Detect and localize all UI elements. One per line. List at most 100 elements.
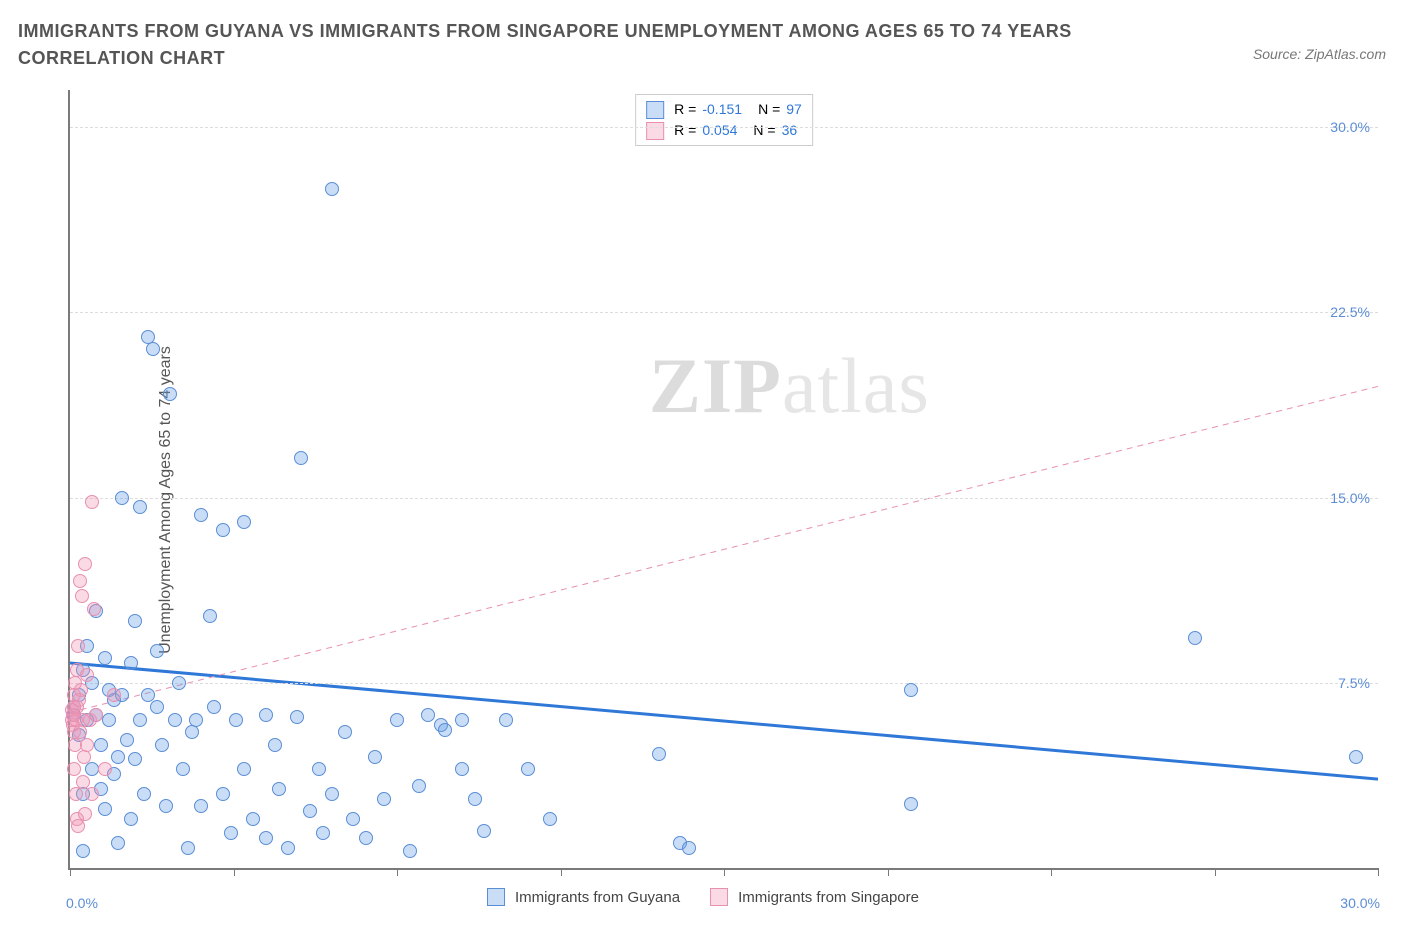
data-point-guyana (346, 812, 360, 826)
data-point-guyana (237, 762, 251, 776)
legend-stats-box: R = -0.151 N = 97 R = 0.054 N = 36 (635, 94, 813, 146)
data-point-guyana (133, 500, 147, 514)
data-point-singapore (85, 787, 99, 801)
r-value-singapore: 0.054 (702, 120, 737, 141)
data-point-singapore (87, 602, 101, 616)
data-point-guyana (189, 713, 203, 727)
data-point-guyana (207, 700, 221, 714)
title-row: IMMIGRANTS FROM GUYANA VS IMMIGRANTS FRO… (18, 18, 1388, 72)
data-point-guyana (368, 750, 382, 764)
data-point-guyana (1188, 631, 1202, 645)
legend-item-singapore: Immigrants from Singapore (710, 888, 919, 906)
watermark-atlas: atlas (782, 342, 930, 429)
x-tick (234, 868, 235, 876)
data-point-guyana (259, 708, 273, 722)
legend-item-guyana: Immigrants from Guyana (487, 888, 680, 906)
data-point-singapore (71, 819, 85, 833)
data-point-guyana (76, 844, 90, 858)
data-point-guyana (455, 713, 469, 727)
n-label: N = (758, 99, 780, 120)
chart-wrap: Unemployment Among Ages 65 to 74 years Z… (18, 90, 1388, 910)
data-point-guyana (259, 831, 273, 845)
data-point-guyana (124, 812, 138, 826)
data-point-guyana (150, 644, 164, 658)
legend-label-singapore: Immigrants from Singapore (738, 889, 919, 906)
data-point-guyana (290, 710, 304, 724)
data-point-guyana (359, 831, 373, 845)
data-point-singapore (71, 639, 85, 653)
data-point-guyana (477, 824, 491, 838)
data-point-guyana (904, 683, 918, 697)
data-point-guyana (98, 802, 112, 816)
watermark-zip: ZIP (649, 342, 782, 429)
data-point-guyana (111, 836, 125, 850)
data-point-guyana (128, 614, 142, 628)
data-point-guyana (120, 733, 134, 747)
data-point-singapore (78, 557, 92, 571)
data-point-guyana (268, 738, 282, 752)
gridline (70, 127, 1378, 128)
data-point-singapore (73, 574, 87, 588)
x-tick (724, 868, 725, 876)
legend-stats-row-singapore: R = 0.054 N = 36 (646, 120, 802, 141)
data-point-singapore (74, 683, 88, 697)
data-point-guyana (159, 799, 173, 813)
data-point-guyana (237, 515, 251, 529)
data-point-guyana (146, 342, 160, 356)
swatch-singapore (646, 122, 664, 140)
data-point-guyana (181, 841, 195, 855)
data-point-guyana (272, 782, 286, 796)
data-point-guyana (216, 787, 230, 801)
data-point-singapore (89, 708, 103, 722)
data-point-guyana (163, 387, 177, 401)
data-point-guyana (176, 762, 190, 776)
data-point-guyana (325, 787, 339, 801)
data-point-guyana (185, 725, 199, 739)
data-point-guyana (194, 508, 208, 522)
data-point-guyana (124, 656, 138, 670)
data-point-guyana (438, 723, 452, 737)
x-tick (1378, 868, 1379, 876)
data-point-guyana (543, 812, 557, 826)
data-point-guyana (652, 747, 666, 761)
y-tick-label: 30.0% (1330, 119, 1370, 135)
gridline (70, 498, 1378, 499)
data-point-guyana (377, 792, 391, 806)
data-point-guyana (316, 826, 330, 840)
data-point-guyana (338, 725, 352, 739)
data-point-guyana (172, 676, 186, 690)
data-point-guyana (325, 182, 339, 196)
data-point-guyana (137, 787, 151, 801)
data-point-guyana (682, 841, 696, 855)
data-point-guyana (403, 844, 417, 858)
data-point-singapore (78, 807, 92, 821)
data-point-guyana (85, 762, 99, 776)
data-point-guyana (412, 779, 426, 793)
data-point-guyana (294, 451, 308, 465)
r-label: R = (674, 99, 696, 120)
n-value-guyana: 97 (786, 99, 802, 120)
data-point-guyana (499, 713, 513, 727)
data-point-guyana (390, 713, 404, 727)
x-axis-min-label: 0.0% (66, 895, 98, 911)
data-point-guyana (1349, 750, 1363, 764)
n-label: N = (753, 120, 775, 141)
gridline (70, 683, 1378, 684)
data-point-singapore (69, 787, 83, 801)
data-point-singapore (107, 688, 121, 702)
data-point-guyana (203, 609, 217, 623)
data-point-guyana (303, 804, 317, 818)
x-tick (888, 868, 889, 876)
data-point-singapore (73, 725, 87, 739)
y-tick-label: 22.5% (1330, 304, 1370, 320)
y-tick-label: 7.5% (1338, 675, 1370, 691)
data-point-guyana (468, 792, 482, 806)
data-point-singapore (80, 738, 94, 752)
regression-line (70, 386, 1378, 712)
data-point-guyana (94, 738, 108, 752)
data-point-singapore (75, 589, 89, 603)
data-point-singapore (77, 750, 91, 764)
x-axis-max-label: 30.0% (1340, 895, 1380, 911)
y-tick-label: 15.0% (1330, 490, 1370, 506)
data-point-guyana (115, 491, 129, 505)
